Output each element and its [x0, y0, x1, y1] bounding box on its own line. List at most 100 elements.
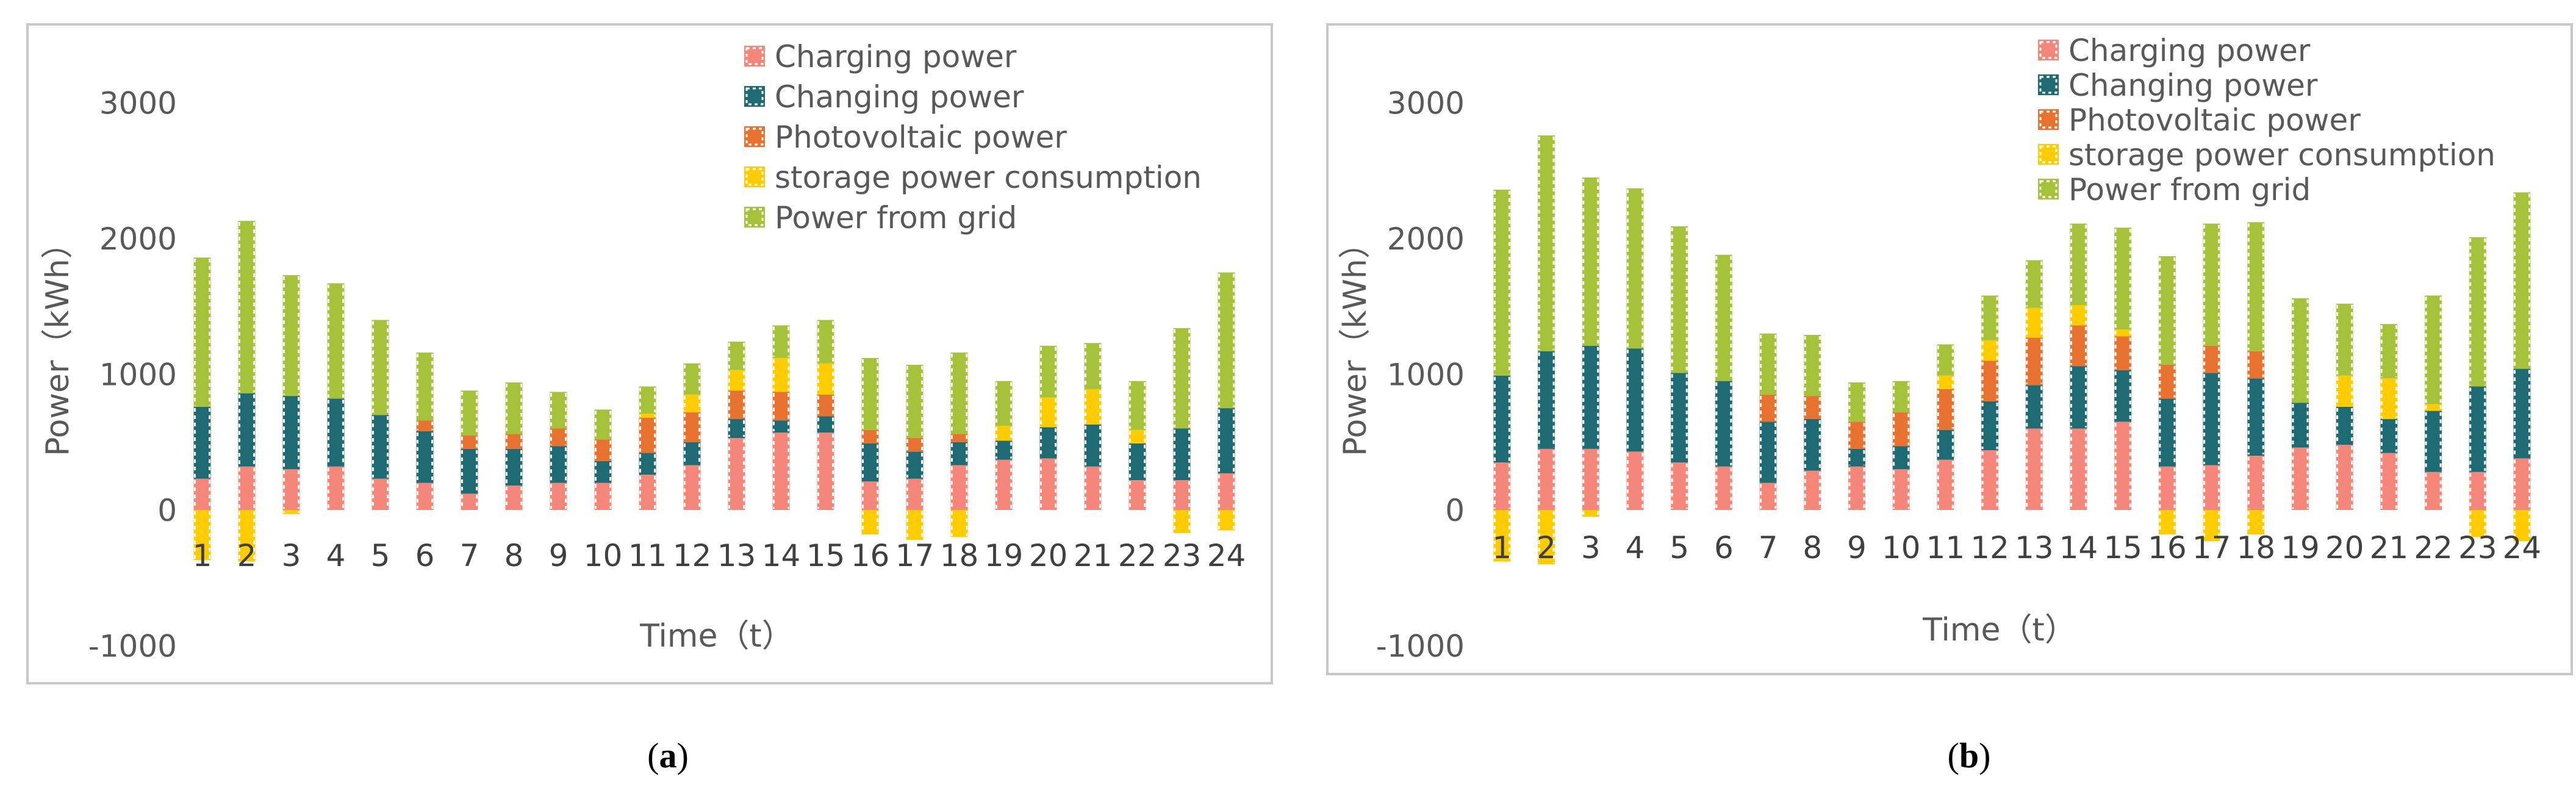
bar-segment-charging-power: [594, 483, 612, 510]
bar-segment-changing-power: [2469, 386, 2486, 472]
x-tick-label: 2: [1537, 530, 1556, 565]
legend-swatch: [744, 207, 765, 228]
bar-segment-photovoltaic-power: [950, 434, 968, 442]
bar-segment-charging-power: [950, 465, 968, 510]
panel-label-a: a: [659, 736, 677, 775]
x-tick-label: 23: [1163, 538, 1202, 573]
bar-segment-changing-power: [817, 416, 834, 433]
legend-swatch-texture: [745, 47, 764, 65]
bar-segment-storage-power-consumption: [2380, 378, 2398, 419]
bar-segment-power-from-grid: [861, 357, 879, 430]
legend-swatch-texture: [745, 168, 764, 186]
y-tick-label: 3000: [1387, 86, 1465, 121]
x-tick-label: 8: [504, 538, 524, 573]
bar-segment-power-from-grid: [2158, 256, 2176, 365]
legend-swatch: [744, 167, 765, 187]
bar-segment-changing-power: [1671, 373, 1688, 463]
y-tick-label: 1000: [99, 357, 177, 393]
bar-segment-changing-power: [1804, 418, 1821, 471]
bar-segment-storage-power-consumption: [1039, 397, 1057, 428]
bar-segment-power-from-grid: [2203, 223, 2220, 346]
bar-segment-charging-power: [1848, 466, 1865, 510]
x-tick-label: 21: [2370, 530, 2409, 565]
chart-panel-a: 3000 2000 1000 0 -1000 1 2 3 4 5 6 7 8 9 10 11 12 13 14 15 1…: [26, 23, 1273, 775]
bar-segment-storage-power-consumption: [2247, 510, 2265, 535]
bar-segment-power-from-grid: [1493, 189, 1511, 376]
bar-segment-changing-power: [327, 398, 345, 467]
x-tick-label: 17: [895, 538, 935, 573]
bar-segment-changing-power: [2114, 370, 2132, 422]
bar-segment-storage-power-consumption: [861, 510, 879, 535]
legend-label: storage power consumption: [775, 160, 1202, 195]
x-tick-label: 6: [1714, 530, 1734, 565]
bar-segment-changing-power: [772, 420, 790, 433]
bar-segment-charging-power: [1804, 470, 1821, 510]
bar-segment-power-from-grid: [1084, 343, 1102, 389]
legend-swatch: [2038, 74, 2059, 95]
x-tick-label: 17: [2192, 530, 2231, 565]
bar-segment-charging-power: [1039, 458, 1057, 510]
bar-segment-changing-power: [2425, 411, 2442, 472]
chart-frame: [26, 23, 1273, 684]
x-tick-label: 11: [628, 538, 667, 573]
legend-swatch: [2038, 179, 2059, 199]
bar-segment-power-from-grid: [2513, 192, 2531, 369]
bar-segment-power-from-grid: [1804, 334, 1821, 397]
x-tick-label: 8: [1803, 530, 1822, 565]
bar-segment-storage-power-consumption: [2158, 510, 2176, 535]
bar-segment-changing-power: [950, 442, 968, 465]
x-tick-label: 20: [1029, 538, 1068, 573]
bar-segment-storage-power-consumption: [1538, 510, 1555, 564]
bar-segment-photovoltaic-power: [1804, 396, 1821, 419]
legend-label: Changing power: [775, 79, 1024, 115]
bar-segment-charging-power: [2291, 447, 2309, 510]
bar-segment-power-from-grid: [461, 390, 478, 436]
chart-panel-b: 3000 2000 1000 0 -1000 1 2 3 4 5 6 7 8 9 10 11 12 13 14 15 1…: [1288, 0, 2575, 804]
bar-segment-charging-power: [2336, 445, 2353, 510]
x-tick-label: 13: [717, 538, 756, 573]
bar-segment-charging-power: [282, 469, 300, 510]
bar-segment-charging-power: [2469, 472, 2486, 510]
bar-segment-storage-power-consumption: [2203, 510, 2220, 542]
bar-segment-power-from-grid: [1039, 345, 1057, 398]
bar-segment-power-from-grid: [2025, 260, 2043, 308]
bar-segment-charging-power: [772, 433, 790, 510]
y-tick-label: -1000: [88, 629, 177, 664]
bar-segment-storage-power-consumption: [1493, 510, 1511, 562]
bar-segment-changing-power: [2070, 366, 2087, 429]
bar-segment-changing-power: [1715, 381, 1732, 467]
bar-segment-changing-power: [1892, 446, 1910, 470]
bar-segment-charging-power: [1759, 483, 1777, 510]
bar-segment-power-from-grid: [817, 320, 834, 364]
bar-segment-power-from-grid: [995, 381, 1013, 426]
legend-label: Photovoltaic power: [2068, 102, 2361, 138]
x-tick-label: 19: [985, 538, 1024, 573]
bar-segment-power-from-grid: [2380, 324, 2398, 379]
bar-segment-charging-power: [2513, 458, 2531, 510]
bar-segment-storage-power-consumption: [1128, 429, 1146, 443]
bar-segment-photovoltaic-power: [505, 434, 523, 449]
bar-segment-power-from-grid: [2425, 295, 2442, 404]
bar-segment-storage-power-consumption: [683, 394, 701, 412]
bar-segment-changing-power: [371, 415, 389, 479]
bar-segment-changing-power: [1626, 348, 1644, 452]
x-tick-label: 23: [2458, 530, 2497, 565]
x-tick-label: 22: [2414, 530, 2453, 565]
bar-segment-charging-power: [995, 459, 1013, 510]
y-tick-label: 2000: [1387, 221, 1465, 257]
bar-segment-charging-power: [550, 483, 567, 510]
bar-segment-changing-power: [2291, 403, 2309, 448]
x-tick-label: 15: [2103, 530, 2142, 565]
y-axis-title: Power（kWh）: [1337, 227, 1374, 456]
bar-segment-charging-power: [1937, 459, 1954, 510]
bar-segment-charging-power: [683, 465, 701, 510]
bar-segment-changing-power: [2247, 378, 2265, 456]
y-tick-label: 0: [157, 493, 177, 528]
x-tick-label: 5: [371, 538, 390, 573]
legend-swatch-texture: [2039, 180, 2058, 198]
x-tick-label: 24: [1207, 538, 1246, 573]
bar-segment-changing-power: [861, 443, 879, 482]
bar-segment-photovoltaic-power: [1937, 389, 1954, 430]
panel-caption-a: (a): [647, 736, 689, 775]
bar-segment-charging-power: [1538, 448, 1555, 510]
